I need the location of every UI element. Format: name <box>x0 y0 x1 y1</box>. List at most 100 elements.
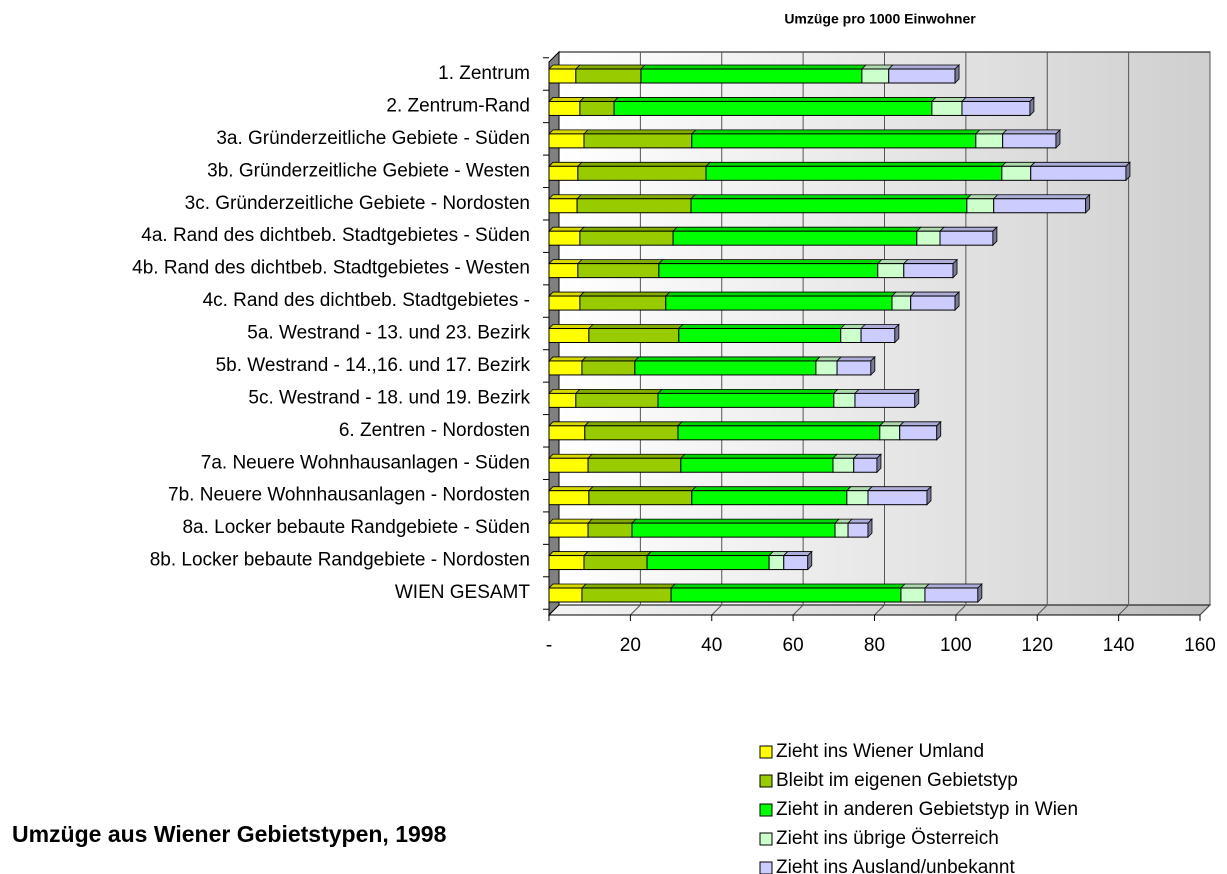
y-tick-label: 4b. Rand des dichtbeb. Stadtgebietes - W… <box>132 258 530 279</box>
bar <box>548 360 583 376</box>
bar-top <box>587 324 684 329</box>
bar-top <box>679 453 838 459</box>
bar-side <box>952 258 958 279</box>
bar <box>815 360 838 376</box>
bar-top <box>548 161 583 167</box>
bar <box>575 68 642 84</box>
bar-side <box>1029 96 1035 117</box>
bar-top <box>583 551 653 556</box>
y-tick-label: 4a. Rand des dichtbeb. Stadtgebietes - S… <box>141 225 530 246</box>
bar <box>579 230 674 246</box>
bar-top <box>548 356 587 362</box>
bar <box>931 100 963 116</box>
bar <box>853 457 878 473</box>
x-tick-label: 60 <box>783 635 804 656</box>
bar <box>783 555 809 571</box>
bar-side <box>876 453 882 474</box>
bar <box>877 263 905 279</box>
y-tick-label: 1. Zentrum <box>438 63 530 84</box>
bar-top <box>1001 129 1061 135</box>
bar-side <box>992 226 998 247</box>
bar <box>588 328 680 343</box>
bar-top <box>548 64 581 70</box>
bar <box>768 555 785 571</box>
bar-top <box>677 324 846 329</box>
bar-top <box>587 453 686 459</box>
bar-top <box>974 129 1008 135</box>
bar-top <box>578 226 679 232</box>
bar-top <box>782 551 813 556</box>
x-tick-label: 20 <box>620 635 641 656</box>
x-tick-label: 40 <box>701 635 722 656</box>
bar-top <box>992 194 1091 200</box>
bar-top <box>705 161 1007 167</box>
bar <box>631 522 836 538</box>
bar <box>634 360 817 376</box>
bar-top <box>583 421 683 427</box>
y-tick-label: 5b. Westrand - 14.,16. und 17. Bezirk <box>216 355 531 376</box>
bar-top <box>867 486 932 492</box>
y-tick-label: 8b. Locker bebaute Randgebiete - Nordost… <box>150 550 530 571</box>
bar <box>548 490 590 506</box>
bar-top <box>574 388 664 394</box>
y-tick-label: WIEN GESAMT <box>395 582 531 603</box>
bar <box>705 165 1003 181</box>
bar <box>961 100 1031 116</box>
bar-side <box>936 420 942 441</box>
bar <box>658 263 879 279</box>
bar-top <box>548 518 594 524</box>
bar-top <box>876 259 909 265</box>
y-tick-label: 7b. Neuere Wohnhausanlagen - Nordosten <box>168 485 530 506</box>
bar <box>867 490 928 506</box>
floor-line <box>874 604 885 616</box>
bar-top <box>670 583 906 589</box>
bar-side <box>954 291 960 312</box>
floor-line <box>1199 604 1211 616</box>
bar <box>916 230 941 246</box>
bar <box>910 295 956 311</box>
bar <box>581 587 672 603</box>
bar <box>677 425 881 441</box>
bar <box>903 263 954 279</box>
bar <box>924 587 979 603</box>
bar-top <box>613 97 937 102</box>
x-tick-label: - <box>546 635 552 656</box>
bar-top <box>548 259 583 265</box>
bar <box>577 165 707 181</box>
bar <box>613 100 933 116</box>
bar-top <box>902 259 958 265</box>
bar-top <box>939 226 998 232</box>
bar <box>836 360 872 376</box>
x-tick-label: 120 <box>1021 635 1053 656</box>
y-tick-label: 3b. Gründerzeitliche Gebiete - Westen <box>207 160 530 181</box>
floor-line <box>955 604 967 616</box>
legend-label: Zieht ins übrige Österreich <box>776 828 999 849</box>
bar-top <box>852 453 882 459</box>
y-tick-label: 5a. Westrand - 13. und 23. Bezirk <box>247 323 530 344</box>
bar <box>577 263 660 279</box>
legend-label: Zieht ins Ausland/unbekannt <box>776 857 1015 874</box>
bar <box>581 360 636 376</box>
bar-top <box>576 259 664 265</box>
bar-side <box>1055 128 1061 149</box>
floor-line <box>1036 604 1048 616</box>
bar-top <box>646 551 775 556</box>
bar-top <box>657 259 883 265</box>
bar-top <box>633 356 821 362</box>
bar-top <box>574 64 646 70</box>
bar <box>657 392 835 408</box>
bar-side <box>870 355 876 376</box>
bar-top <box>690 486 852 492</box>
bar-top <box>548 583 587 589</box>
bar-top <box>576 194 696 200</box>
bar-top <box>576 161 712 167</box>
bar <box>670 587 902 603</box>
bar-side <box>954 64 960 84</box>
bar <box>584 425 679 441</box>
bar <box>833 392 856 408</box>
bar <box>939 230 994 246</box>
bar-top <box>578 97 620 102</box>
bar-top <box>672 226 922 232</box>
bar-top <box>548 226 585 232</box>
